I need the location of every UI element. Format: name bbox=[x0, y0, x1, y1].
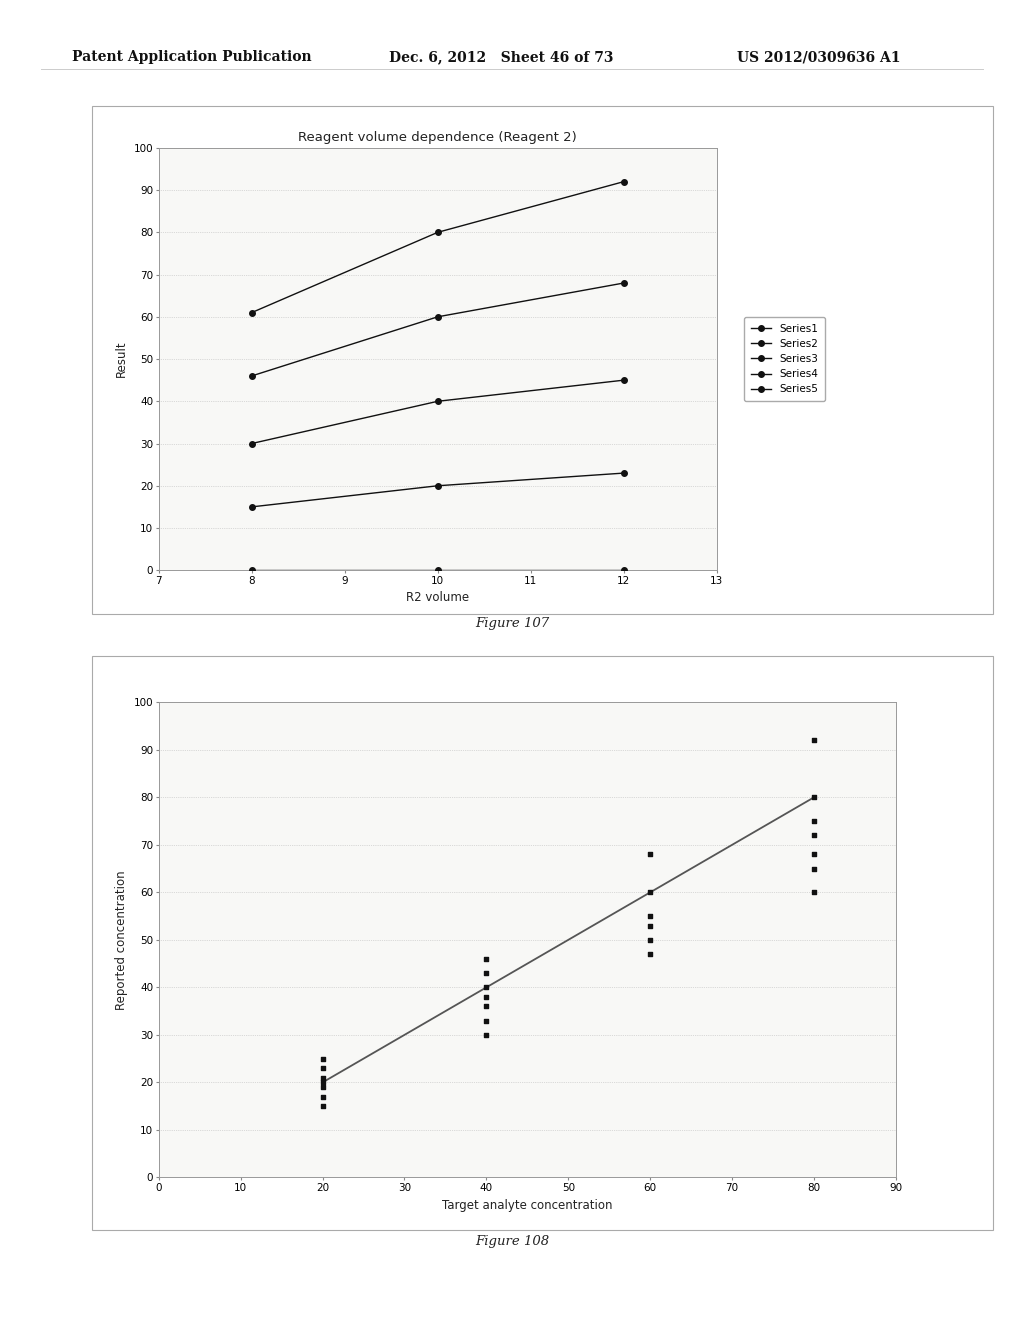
Point bbox=[314, 1086, 331, 1107]
X-axis label: Target analyte concentration: Target analyte concentration bbox=[442, 1199, 612, 1212]
Text: Patent Application Publication: Patent Application Publication bbox=[72, 50, 311, 65]
Point bbox=[314, 1057, 331, 1078]
Point bbox=[806, 825, 822, 846]
Text: Figure 107: Figure 107 bbox=[475, 616, 549, 630]
Title: Reagent volume dependence (Reagent 2): Reagent volume dependence (Reagent 2) bbox=[298, 131, 578, 144]
Point bbox=[806, 858, 822, 879]
Text: Figure 108: Figure 108 bbox=[475, 1234, 549, 1247]
Point bbox=[314, 1048, 331, 1069]
X-axis label: R2 volume: R2 volume bbox=[407, 591, 469, 605]
Point bbox=[642, 906, 658, 927]
Point bbox=[478, 962, 495, 983]
Point bbox=[314, 1067, 331, 1088]
Point bbox=[806, 787, 822, 808]
Legend: Series1, Series2, Series3, Series4, Series5: Series1, Series2, Series3, Series4, Seri… bbox=[744, 317, 825, 401]
Point bbox=[642, 944, 658, 965]
Point bbox=[478, 1010, 495, 1031]
Point bbox=[806, 843, 822, 865]
Point bbox=[478, 977, 495, 998]
Text: US 2012/0309636 A1: US 2012/0309636 A1 bbox=[737, 50, 901, 65]
Y-axis label: Reported concentration: Reported concentration bbox=[115, 870, 128, 1010]
Point bbox=[478, 986, 495, 1007]
Point bbox=[642, 929, 658, 950]
Point bbox=[314, 1072, 331, 1093]
Point bbox=[642, 843, 658, 865]
Point bbox=[314, 1096, 331, 1117]
Point bbox=[642, 882, 658, 903]
Point bbox=[478, 948, 495, 969]
Point bbox=[314, 1077, 331, 1098]
Point bbox=[806, 730, 822, 751]
Point bbox=[806, 810, 822, 832]
Y-axis label: Result: Result bbox=[115, 341, 128, 378]
Point bbox=[642, 915, 658, 936]
Point bbox=[478, 995, 495, 1016]
Point bbox=[806, 882, 822, 903]
Text: Dec. 6, 2012   Sheet 46 of 73: Dec. 6, 2012 Sheet 46 of 73 bbox=[389, 50, 613, 65]
Point bbox=[478, 1024, 495, 1045]
